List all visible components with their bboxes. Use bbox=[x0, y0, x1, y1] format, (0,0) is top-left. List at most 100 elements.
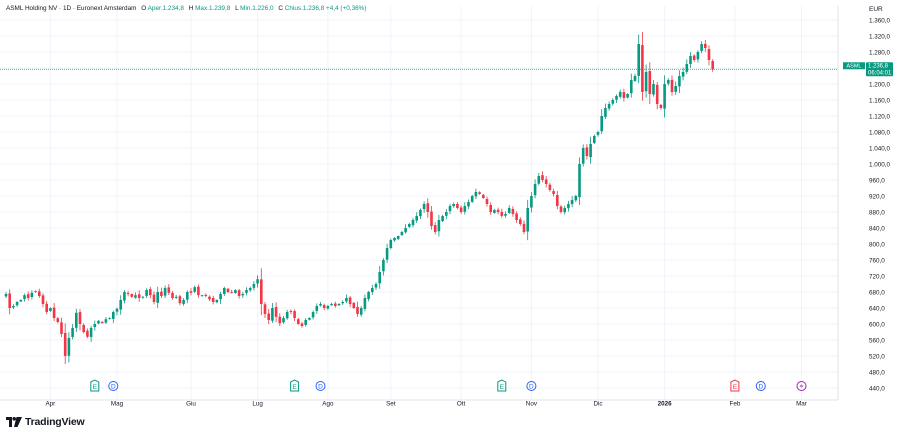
dividend-icon[interactable] bbox=[526, 381, 537, 391]
candle-body bbox=[548, 184, 552, 190]
candle-body bbox=[648, 71, 652, 94]
candle-body bbox=[23, 295, 26, 299]
candle-body bbox=[655, 84, 659, 104]
time-tick-label: Feb bbox=[729, 401, 740, 408]
candle-body bbox=[182, 300, 185, 304]
tradingview-brand[interactable]: TradingView bbox=[6, 414, 85, 430]
candle-body bbox=[260, 279, 263, 304]
candle-body bbox=[530, 196, 533, 208]
candle-body bbox=[308, 318, 311, 320]
candle-body bbox=[400, 232, 404, 236]
price-tick-label: 1.160,0 bbox=[869, 97, 891, 104]
candle-body bbox=[689, 56, 692, 65]
candle-body bbox=[593, 136, 596, 143]
candle-body bbox=[404, 228, 407, 233]
candle-body bbox=[385, 248, 389, 260]
candle-body bbox=[130, 294, 134, 297]
candle-body bbox=[171, 292, 174, 298]
candle-body bbox=[422, 204, 426, 210]
candle-body bbox=[34, 291, 37, 292]
candle-body bbox=[437, 220, 441, 232]
close-label: C bbox=[278, 5, 283, 12]
price-tick-label: 480,0 bbox=[869, 369, 885, 376]
candle-body bbox=[145, 290, 148, 296]
candle-body bbox=[30, 292, 34, 298]
price-tag-bg bbox=[866, 62, 893, 77]
candle-body bbox=[123, 292, 126, 301]
candle-body bbox=[411, 220, 415, 226]
price-tick-label: 680,0 bbox=[869, 289, 885, 296]
candle-body bbox=[41, 295, 45, 304]
candle-body bbox=[271, 308, 274, 321]
dividend-icon[interactable] bbox=[755, 381, 766, 391]
candle-body bbox=[474, 192, 478, 197]
candle-body bbox=[178, 296, 182, 304]
candle-body bbox=[419, 210, 422, 217]
candle-body bbox=[285, 312, 289, 319]
earnings-icon[interactable] bbox=[730, 379, 740, 392]
low-label: L bbox=[235, 5, 239, 12]
price-tick-label: 440,0 bbox=[869, 385, 885, 392]
candle-body bbox=[504, 214, 507, 216]
candle-body bbox=[15, 302, 19, 306]
earnings-icon[interactable] bbox=[90, 379, 100, 392]
candle-body bbox=[674, 86, 677, 92]
price-tick-label: 1.200,0 bbox=[869, 81, 891, 88]
candle-body bbox=[334, 303, 337, 306]
high-label: H bbox=[188, 5, 194, 12]
candle-body bbox=[393, 238, 396, 241]
candle-body bbox=[82, 325, 85, 332]
candle-body bbox=[382, 260, 385, 272]
candle-body bbox=[38, 291, 41, 296]
candle-body bbox=[559, 206, 563, 212]
price-tick-label: 560,0 bbox=[869, 337, 885, 344]
candle-body bbox=[459, 207, 463, 212]
symbol-header: ASML Holding NV · 1D · Euronext Amsterda… bbox=[6, 3, 367, 15]
candles-layer bbox=[4, 32, 714, 365]
candle-body bbox=[537, 176, 541, 184]
time-tick-label: Nov bbox=[526, 401, 538, 408]
symbol-title[interactable]: ASML Holding NV · 1D · Euronext Amsterda… bbox=[6, 5, 137, 12]
brand-name: TradingView bbox=[25, 416, 85, 428]
price-tick-label: 520,0 bbox=[869, 353, 885, 360]
candle-body bbox=[574, 196, 578, 201]
earnings-icon[interactable] bbox=[497, 379, 507, 392]
candle-body bbox=[485, 198, 489, 204]
candle-body bbox=[263, 304, 267, 314]
dividend-icon[interactable] bbox=[108, 381, 119, 391]
candle-body bbox=[189, 291, 193, 293]
candle-body bbox=[256, 279, 259, 284]
price-tick-label: 640,0 bbox=[869, 305, 885, 312]
candle-body bbox=[12, 306, 15, 308]
candle-body bbox=[63, 333, 67, 356]
candle-body bbox=[93, 324, 97, 328]
candle-body bbox=[441, 216, 444, 222]
candle-body bbox=[507, 208, 511, 213]
candle-body bbox=[311, 312, 315, 318]
earnings-icon-letter: E bbox=[292, 384, 297, 391]
price-tag: ASML 1.236,806:04:01 bbox=[843, 62, 893, 76]
dividend-icon[interactable] bbox=[315, 381, 326, 391]
candle-body bbox=[607, 104, 611, 109]
time-axis[interactable]: Apr Mag Giu Lug Ago Set Ott Nov Dic 2026 Feb Mar bbox=[45, 401, 806, 408]
candle-body bbox=[589, 144, 592, 158]
candle-body bbox=[711, 60, 714, 70]
candle-body bbox=[567, 204, 570, 209]
dividend-icon-letter: D bbox=[758, 383, 763, 390]
candle-body bbox=[389, 240, 393, 249]
candle-body bbox=[322, 305, 326, 308]
candle-body bbox=[596, 132, 600, 135]
candle-body bbox=[204, 294, 208, 296]
candle-body bbox=[186, 292, 189, 300]
candle-body bbox=[149, 289, 152, 296]
candle-body bbox=[378, 272, 381, 284]
earnings-icon[interactable] bbox=[290, 379, 300, 392]
candle-body bbox=[663, 84, 666, 109]
time-tick-label: Lug bbox=[252, 401, 263, 408]
price-tick-label: 760,0 bbox=[869, 257, 885, 264]
candle-body bbox=[685, 64, 689, 72]
time-tick-label: Mag bbox=[111, 401, 124, 408]
candle-body bbox=[337, 304, 341, 306]
high-value: Max.1.239,8 bbox=[195, 5, 231, 12]
